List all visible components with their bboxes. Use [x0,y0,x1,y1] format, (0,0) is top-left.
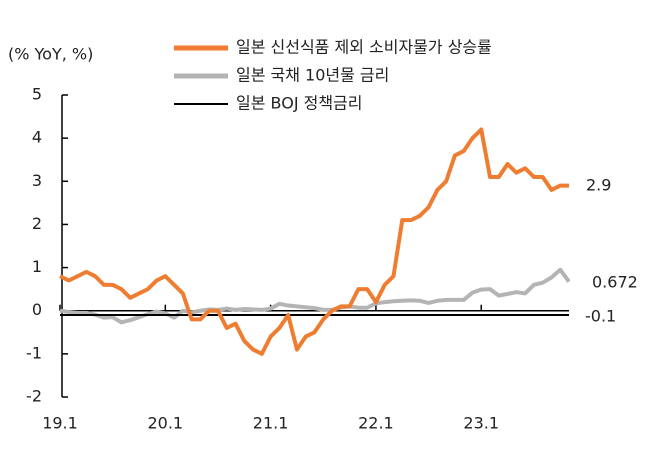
x-tick-label: 22.1 [358,414,394,433]
legend-label: 일본 BOJ 정책금리 [236,94,363,113]
x-tick-label: 19.1 [42,414,78,433]
y-tick-label: 4 [32,128,42,147]
y-tick-label: 3 [32,171,42,190]
legend-label: 일본 국채 10년물 금리 [236,66,389,85]
end-label: 0.672 [592,273,638,292]
x-tick-label: 21.1 [253,414,289,433]
y-tick-label: 0 [32,300,42,319]
y-tick-label: 2 [32,214,42,233]
y-axis-label: (% YoY, %) [8,45,93,64]
series-line [59,127,569,356]
y-tick-label: 5 [32,85,42,104]
end-label: -0.1 [585,307,616,326]
x-tick-label: 23.1 [463,414,499,433]
y-tick-label: 1 [32,257,42,276]
y-tick-label: -1 [26,343,42,362]
end-label: 2.9 [586,176,611,195]
x-tick-label: 20.1 [147,414,183,433]
y-tick-label: -2 [26,387,42,406]
legend-label: 일본 신선식품 제외 소비자물가 상승률 [236,38,492,57]
